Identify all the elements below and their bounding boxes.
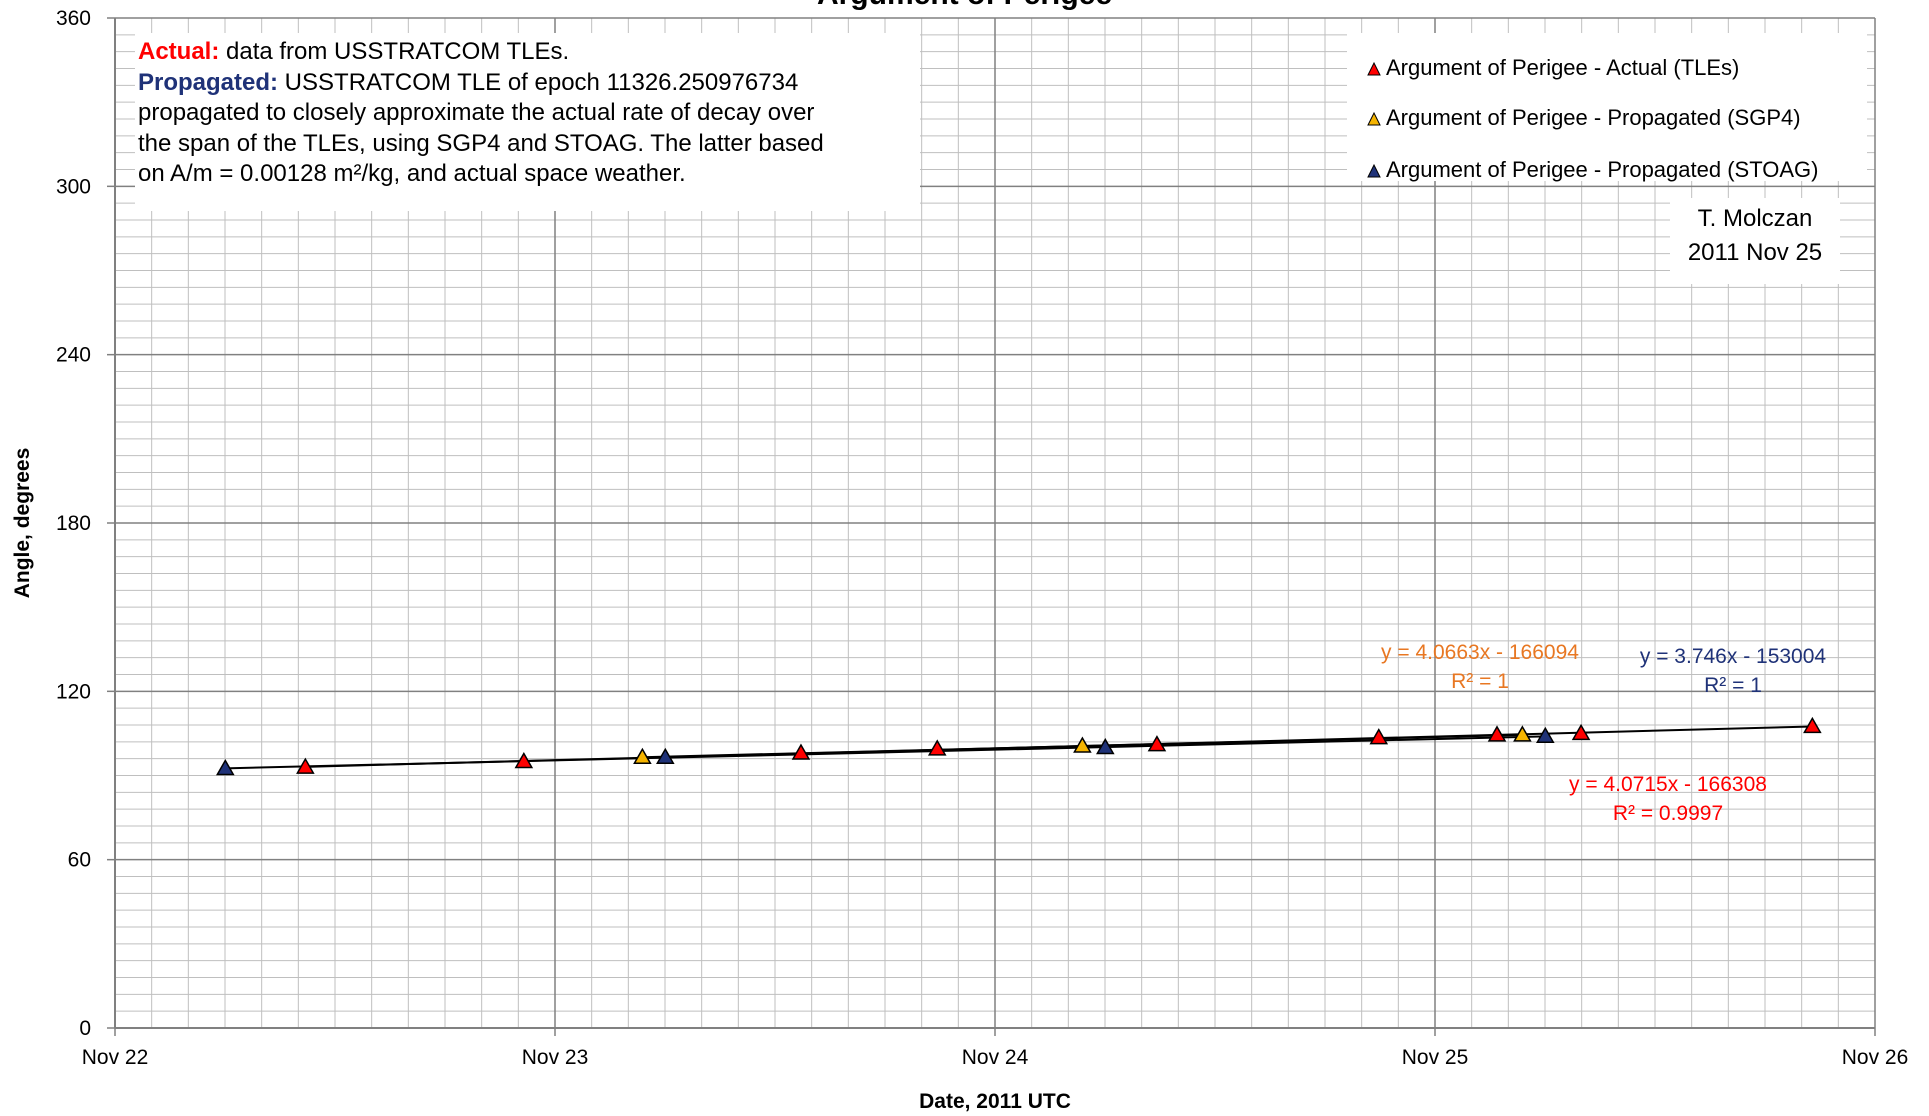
legend: Argument of Perigee - Actual (TLEs) Argu… bbox=[1347, 33, 1867, 182]
credit-author: T. Molczan bbox=[1697, 205, 1813, 232]
data-point-series-0 bbox=[296, 757, 315, 774]
data-point-series-1 bbox=[1513, 725, 1532, 742]
data-point-series-2 bbox=[1096, 737, 1115, 755]
x-tick-label: Nov 25 bbox=[1402, 1046, 1469, 1069]
data-point-series-0 bbox=[1803, 716, 1822, 734]
info-line-5: on A/m = 0.00128 m²/kg, and actual space… bbox=[138, 160, 686, 187]
chart-title: Argument of Perigee bbox=[0, 0, 1929, 10]
data-point-series-0 bbox=[927, 739, 947, 756]
legend-item-stoag: Argument of Perigee - Propagated (STOAG) bbox=[1367, 155, 1818, 185]
credit-date: 2011 Nov 25 bbox=[1687, 239, 1823, 266]
trendline-r2: R² = 1 bbox=[1704, 674, 1762, 697]
y-tick-label: 120 bbox=[56, 680, 91, 703]
info-line-4: the span of the TLEs, using SGP4 and STO… bbox=[138, 129, 824, 157]
data-point-series-0 bbox=[791, 743, 811, 760]
trendline-equation: y = 4.0715x - 166308 bbox=[1569, 773, 1767, 796]
info-line-3: propagated to closely approximate the ac… bbox=[138, 99, 815, 126]
x-axis-title: Date, 2011 UTC bbox=[919, 1090, 1071, 1113]
data-point-series-0 bbox=[514, 751, 534, 769]
chart-title-clip: Argument of Perigee bbox=[0, 0, 1929, 10]
data-point-series-1 bbox=[633, 747, 652, 765]
trendline-equation: y = 3.746x - 153004 bbox=[1640, 645, 1827, 668]
triangle-yellow-icon bbox=[1367, 112, 1381, 126]
credit-box: T. Molczan 2011 Nov 25 bbox=[1670, 198, 1840, 284]
legend-item-sgp4: Argument of Perigee - Propagated (SGP4) bbox=[1367, 103, 1801, 133]
info-line-propagated: Propagated: USSTRATCOM TLE of epoch 1132… bbox=[138, 68, 920, 99]
info-box: Actual: data from USSTRATCOM TLEs. Propa… bbox=[135, 33, 920, 211]
actual-label: Actual: bbox=[138, 38, 220, 65]
trendline-r2: R² = 1 bbox=[1451, 670, 1509, 693]
y-tick-label: 180 bbox=[56, 512, 91, 535]
trendline-r2: R² = 0.9997 bbox=[1613, 802, 1723, 825]
x-tick-label: Nov 26 bbox=[1842, 1046, 1909, 1069]
legend-label-sgp4: Argument of Perigee - Propagated (SGP4) bbox=[1386, 105, 1801, 130]
data-point-series-0 bbox=[1369, 728, 1389, 745]
y-tick-label: 60 bbox=[68, 849, 91, 872]
data-point-series-2 bbox=[656, 747, 675, 765]
data-point-series-0 bbox=[1571, 723, 1591, 741]
x-tick-label: Nov 22 bbox=[82, 1046, 149, 1069]
y-tick-label: 240 bbox=[56, 344, 91, 367]
legend-label-actual: Argument of Perigee - Actual (TLEs) bbox=[1386, 55, 1740, 80]
data-point-series-2 bbox=[1536, 726, 1555, 743]
x-tick-label: Nov 23 bbox=[522, 1046, 589, 1069]
y-tick-label: 0 bbox=[79, 1017, 91, 1040]
trendline-equation: y = 4.0663x - 166094 bbox=[1381, 641, 1579, 664]
propagated-text: USSTRATCOM TLE of epoch 11326.250976734 bbox=[278, 68, 799, 96]
data-point-series-0 bbox=[1487, 725, 1507, 742]
info-line-actual: Actual: data from USSTRATCOM TLEs. bbox=[138, 37, 920, 68]
legend-label-stoag: Argument of Perigee - Propagated (STOAG) bbox=[1386, 157, 1819, 182]
y-tick-label: 360 bbox=[56, 7, 91, 30]
trendline bbox=[225, 735, 1546, 770]
actual-text: data from USSTRATCOM TLEs. bbox=[219, 38, 570, 65]
triangle-red-icon bbox=[1367, 62, 1381, 76]
x-tick-label: Nov 24 bbox=[962, 1046, 1029, 1069]
data-point-series-1 bbox=[1073, 736, 1092, 753]
legend-item-actual: Argument of Perigee - Actual (TLEs) bbox=[1367, 53, 1739, 83]
data-point-series-0 bbox=[1147, 735, 1167, 752]
propagated-label: Propagated: bbox=[138, 68, 279, 96]
triangle-navy-icon bbox=[1367, 164, 1381, 178]
data-point-series-2 bbox=[216, 758, 235, 776]
y-axis-title: Angle, degrees bbox=[11, 448, 34, 599]
y-tick-label: 300 bbox=[56, 175, 91, 198]
